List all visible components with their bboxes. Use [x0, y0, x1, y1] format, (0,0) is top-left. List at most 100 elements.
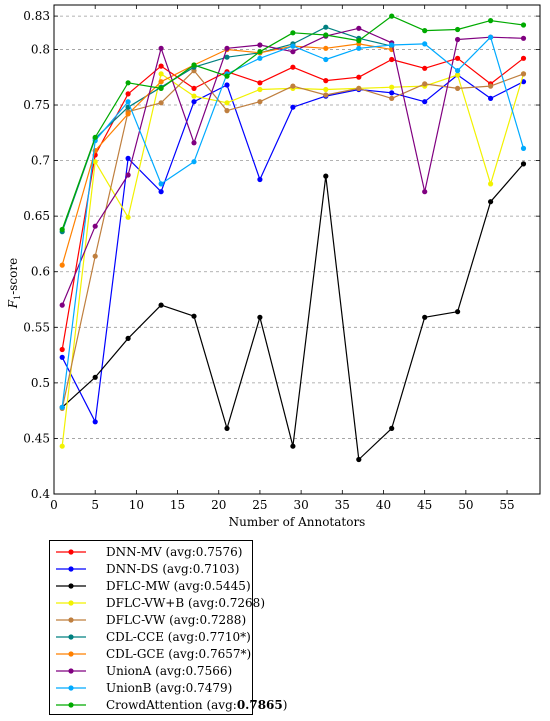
data-point	[389, 90, 395, 96]
data-point	[125, 99, 131, 105]
legend-avg-label: (avg:0.7268)	[187, 596, 265, 610]
data-point	[257, 176, 263, 183]
data-point	[520, 55, 527, 61]
data-point	[389, 13, 395, 19]
y-tick-label: 0.83	[23, 9, 50, 23]
data-point	[422, 314, 428, 320]
legend-label: UnionA (avg:0.7566)	[106, 663, 232, 680]
legend-item: CDL-CCE (avg:0.7710*)	[50, 629, 252, 646]
y-axis-label-main: F	[6, 299, 20, 309]
data-point	[488, 83, 494, 89]
legend-avg-label: (avg:0.5445)	[173, 579, 251, 593]
legend-item: CDL-GCE (avg:0.7657*)	[50, 646, 252, 663]
x-tick-label: 35	[335, 498, 350, 512]
y-tick-label: 0.55	[23, 320, 50, 334]
x-tick-label: 5	[91, 498, 99, 512]
data-point	[290, 64, 296, 70]
data-point	[488, 181, 494, 187]
legend-swatch	[56, 566, 86, 572]
legend-avg-label: (avg:0.7657	[168, 647, 241, 661]
data-point	[323, 173, 329, 179]
legend-label: CrowdAttention (avg:0.7865)	[106, 697, 287, 714]
x-tick-label: 55	[499, 498, 514, 512]
legend-series-name: DFLC-VW+B	[106, 596, 185, 610]
data-point	[125, 91, 131, 97]
data-point	[92, 374, 98, 380]
data-point	[290, 30, 296, 36]
series-line	[61, 163, 524, 461]
data-point	[224, 73, 230, 79]
data-point	[224, 54, 230, 60]
data-point	[488, 199, 494, 205]
legend-item: DFLC-VW+B (avg:0.7268)	[50, 595, 265, 612]
legend-swatch	[56, 702, 86, 708]
data-point	[356, 74, 362, 80]
data-point	[323, 45, 329, 51]
data-point	[323, 32, 329, 38]
legend-series-name: CDL-CCE	[106, 630, 164, 644]
series-line	[61, 73, 525, 447]
data-point	[224, 425, 230, 431]
legend-swatch-marker	[68, 685, 74, 691]
data-point	[191, 93, 197, 99]
plot-frame	[53, 4, 541, 495]
data-point	[158, 71, 164, 77]
data-point	[158, 302, 164, 308]
data-point	[488, 34, 494, 40]
data-point	[59, 443, 65, 449]
legend-series-name: DNN-MV	[106, 545, 162, 559]
data-point	[59, 302, 65, 308]
x-tick-label: 10	[129, 498, 144, 512]
series-dflc-vw	[59, 68, 527, 411]
data-point	[224, 82, 230, 88]
legend-avg-label: (avg:0.7479)	[155, 681, 233, 695]
data-point	[389, 42, 395, 48]
data-point	[224, 45, 230, 51]
legend-series-name: UnionA	[106, 664, 152, 678]
legend-label: CDL-GCE (avg:0.7657*)	[106, 646, 251, 663]
data-point	[125, 155, 131, 161]
data-point	[158, 189, 164, 195]
data-point	[422, 28, 428, 34]
data-point	[323, 56, 329, 63]
data-point	[158, 45, 164, 51]
y-axis-label: F1-score	[6, 258, 22, 309]
y-tick-label: 0.7	[31, 154, 50, 168]
legend-swatch	[56, 617, 86, 623]
legend-avg-label: (avg:0.7566)	[155, 664, 233, 678]
series-line	[61, 74, 524, 423]
data-point	[257, 80, 263, 86]
legend-swatch	[56, 685, 86, 691]
data-point	[290, 43, 296, 49]
legend-avg-suffix: )	[282, 698, 288, 712]
legend-label: DFLC-VW+B (avg:0.7268)	[106, 595, 265, 612]
legend-swatch-marker	[68, 600, 74, 606]
data-point	[422, 41, 428, 47]
data-point	[92, 159, 98, 165]
legend-label: DFLC-VW (avg:0.7288)	[106, 612, 246, 629]
legend-swatch-marker	[68, 668, 74, 674]
legend-item: DFLC-VW (avg:0.7288)	[50, 612, 252, 629]
legend-swatch-marker	[68, 583, 74, 589]
data-point	[356, 38, 362, 44]
data-point	[356, 85, 362, 91]
data-point	[389, 95, 395, 101]
y-tick-label: 0.4	[31, 487, 50, 501]
x-tick-label: 25	[252, 498, 267, 512]
data-point	[191, 85, 197, 91]
series-line	[61, 36, 525, 408]
legend-swatch-marker	[68, 566, 74, 572]
x-tick-label: 50	[458, 498, 473, 512]
axis-ticks: 0.4 0.45 0.5 0.55 0.6 0.65 0.7 0.75 0.8 0.83 0 5 10 1…	[23, 5, 540, 512]
legend-avg-label: (avg:0.7288)	[169, 613, 247, 627]
data-point	[158, 85, 164, 91]
legend-series-name: DNN-DS	[106, 562, 159, 576]
data-point	[92, 253, 98, 259]
legend: DNN-MV (avg:0.7576) DNN-DS (avg:0.7103) DF…	[49, 540, 287, 715]
legend-label: CDL-CCE (avg:0.7710*)	[106, 629, 251, 646]
legend-swatch	[56, 583, 86, 589]
data-point	[191, 99, 197, 105]
data-point	[92, 419, 98, 425]
y-tick-label: 0.6	[31, 265, 50, 279]
